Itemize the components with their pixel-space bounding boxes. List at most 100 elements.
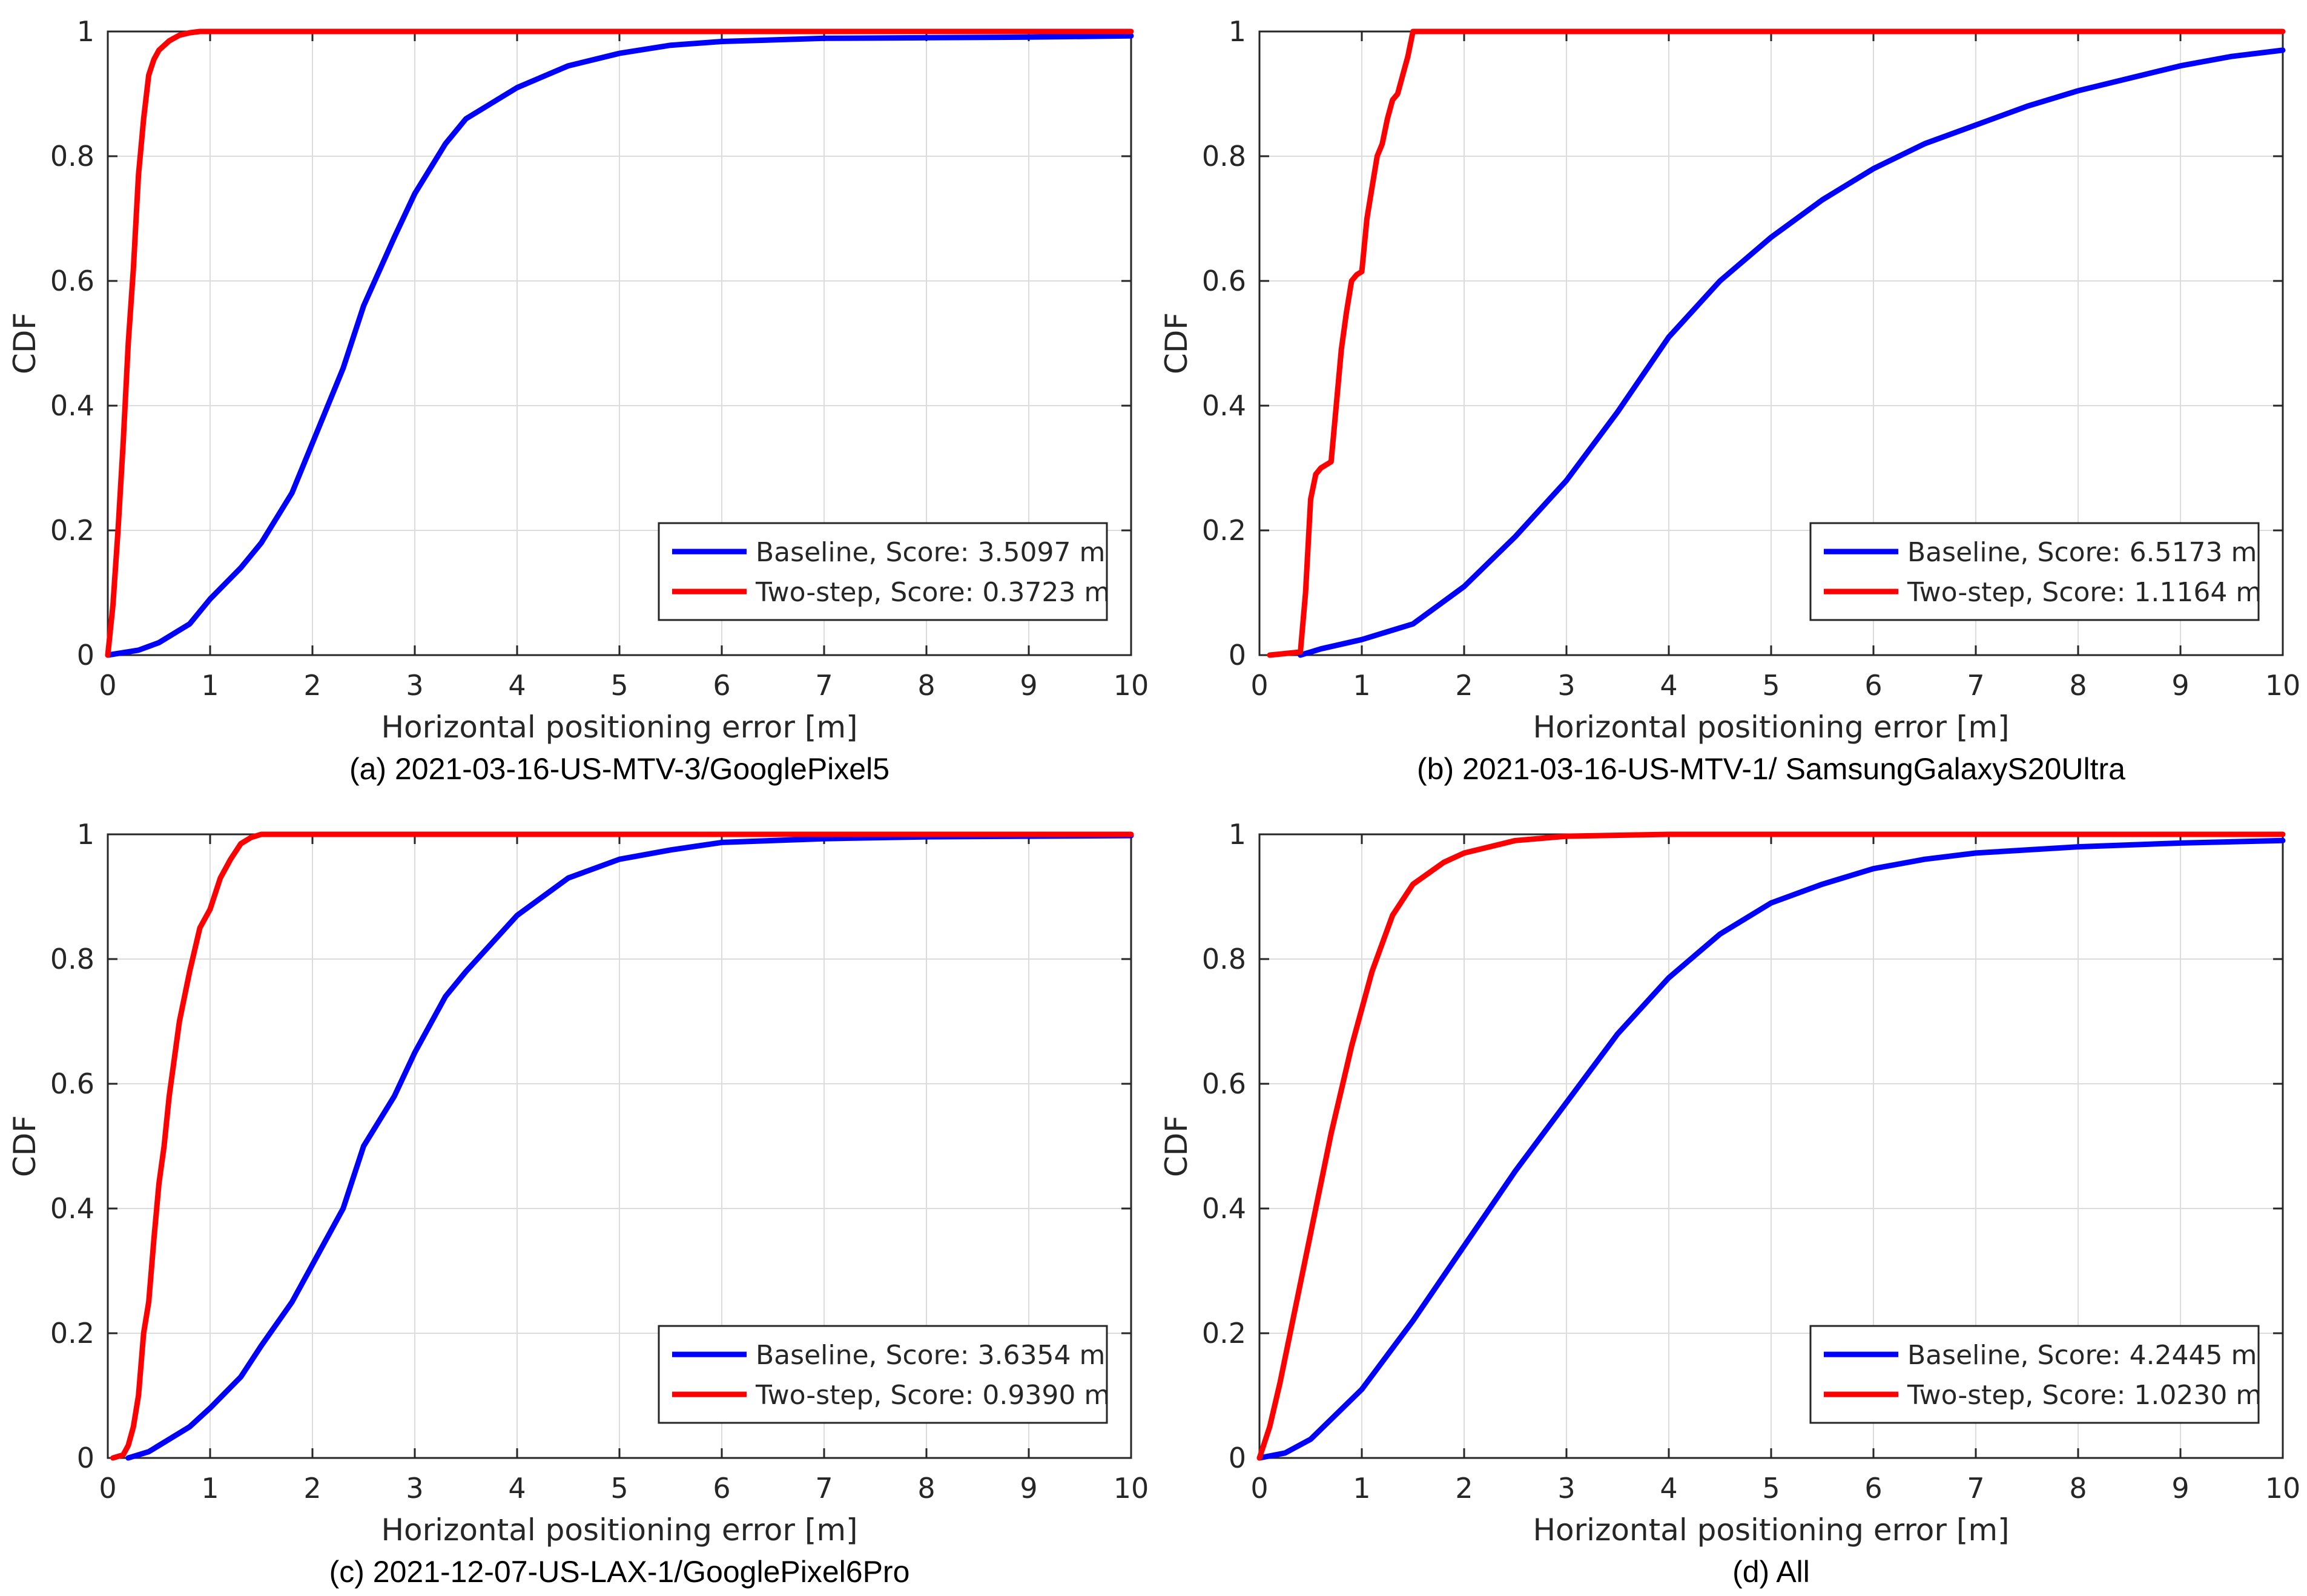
two-step-series-line (1256, 831, 2286, 1461)
x-tick-label: 3 (406, 669, 423, 702)
x-tick-label: 7 (1967, 1472, 1984, 1505)
series-lines (110, 831, 1134, 1461)
x-tick-label: 4 (1660, 669, 1677, 702)
panel-caption: (b) 2021-03-16-US-MTV-1/ SamsungGalaxyS2… (1417, 752, 2125, 786)
y-tick-label: 1 (1229, 15, 1246, 48)
x-tick-label: 2 (303, 669, 321, 702)
x-tick-label: 2 (303, 1472, 321, 1505)
y-tick-label: 0.6 (50, 265, 94, 297)
two-step-series-line (1267, 28, 2286, 658)
legend: Baseline, Score: 3.6354 m Two-step, Scor… (658, 1325, 1110, 1424)
two-step-series-line (105, 28, 1134, 658)
y-tick-label: 1 (1229, 818, 1246, 851)
y-tick-label: 0 (77, 1442, 94, 1474)
chart-panel-a: 0 1 2 3 4 5 6 7 8 9 10 0 0.2 0.4 0.6 0.8 1 Horizontal po… (7, 15, 1149, 786)
y-tick-label: 0.8 (50, 943, 94, 975)
legend: Baseline, Score: 4.2445 m Two-step, Scor… (1809, 1325, 2262, 1424)
chart-panel-b: 0 1 2 3 4 5 6 7 8 9 10 0 0.2 0.4 0.6 0.8 1 Horizontal po… (1159, 15, 2300, 786)
x-tick-label: 2 (1455, 1472, 1473, 1505)
y-axis-label: CDF (1159, 1115, 1194, 1177)
x-tick-label: 5 (610, 1472, 628, 1505)
y-tick-label: 1 (77, 15, 94, 48)
y-tick-label: 0.4 (50, 389, 94, 422)
ticks: 0 1 2 3 4 5 6 7 8 9 10 0 0.2 0.4 0.6 0.8 1 (50, 15, 1149, 702)
x-tick-label: 0 (99, 669, 116, 702)
x-tick-label: 0 (99, 1472, 116, 1505)
x-tick-label: 10 (2265, 1472, 2301, 1505)
y-tick-label: 1 (77, 818, 94, 851)
legend-box (1809, 522, 2260, 621)
y-tick-label: 0.8 (1202, 140, 1246, 173)
legend: Baseline, Score: 3.5097 m Two-step, Scor… (658, 522, 1110, 621)
x-tick-label: 5 (1762, 1472, 1780, 1505)
y-tick-label: 0.2 (1202, 514, 1246, 547)
chart-panel-c: 0 1 2 3 4 5 6 7 8 9 10 0 0.2 0.4 0.6 0.8 1 Horizontal po… (7, 818, 1149, 1589)
legend-box (1809, 1325, 2260, 1424)
x-axis-label: Horizontal positioning error [m] (381, 1512, 857, 1548)
x-tick-label: 6 (713, 669, 730, 702)
x-tick-label: 7 (1967, 669, 1984, 702)
y-tick-label: 0 (1229, 1442, 1246, 1474)
x-tick-label: 1 (1353, 1472, 1370, 1505)
y-tick-label: 0.6 (50, 1067, 94, 1100)
x-tick-label: 6 (1864, 669, 1882, 702)
x-tick-label: 8 (2069, 1472, 2087, 1505)
x-tick-label: 4 (508, 1472, 526, 1505)
x-tick-label: 10 (1114, 1472, 1149, 1505)
legend-two-step-label: Two-step, Score: 0.9390 m (755, 1380, 1110, 1411)
x-tick-label: 8 (917, 669, 935, 702)
series-lines (1267, 28, 2286, 658)
x-tick-label: 10 (1114, 669, 1149, 702)
x-tick-label: 4 (1660, 1472, 1677, 1505)
legend-baseline-label: Baseline, Score: 4.2445 m (1907, 1340, 2257, 1371)
x-axis-label: Horizontal positioning error [m] (381, 710, 857, 745)
x-tick-label: 5 (1762, 669, 1780, 702)
x-tick-label: 3 (1557, 1472, 1575, 1505)
legend-box (658, 522, 1108, 621)
y-tick-label: 0.2 (50, 1317, 94, 1350)
y-tick-label: 0.8 (1202, 943, 1246, 975)
x-tick-label: 9 (1020, 669, 1037, 702)
y-axis-label: CDF (7, 312, 42, 374)
legend-baseline-label: Baseline, Score: 6.5173 m (1907, 537, 2257, 568)
chart-panel-d: 0 1 2 3 4 5 6 7 8 9 10 0 0.2 0.4 0.6 0.8 1 Horizontal po… (1159, 818, 2300, 1589)
legend-baseline-label: Baseline, Score: 3.6354 m (756, 1340, 1105, 1371)
x-tick-label: 6 (713, 1472, 730, 1505)
x-tick-label: 7 (815, 669, 833, 702)
y-tick-label: 0 (1229, 639, 1246, 671)
x-tick-label: 1 (201, 1472, 219, 1505)
x-tick-label: 7 (815, 1472, 833, 1505)
x-axis-label: Horizontal positioning error [m] (1533, 710, 2009, 745)
y-tick-label: 0.6 (1202, 265, 1246, 297)
x-tick-label: 3 (406, 1472, 423, 1505)
y-tick-label: 0.4 (1202, 389, 1246, 422)
ticks: 0 1 2 3 4 5 6 7 8 9 10 0 0.2 0.4 0.6 0.8 1 (50, 818, 1149, 1505)
x-tick-label: 8 (917, 1472, 935, 1505)
y-tick-label: 0.8 (50, 140, 94, 173)
y-tick-label: 0.4 (1202, 1192, 1246, 1225)
x-tick-label: 1 (201, 669, 219, 702)
x-tick-label: 9 (1020, 1472, 1037, 1505)
legend-two-step-label: Two-step, Score: 1.1164 m (1907, 577, 2262, 608)
x-tick-label: 9 (2171, 1472, 2189, 1505)
x-tick-label: 6 (1864, 1472, 1882, 1505)
y-tick-label: 0.6 (1202, 1067, 1246, 1100)
x-tick-label: 2 (1455, 669, 1473, 702)
panel-caption: (c) 2021-12-07-US-LAX-1/GooglePixel6Pro (329, 1555, 910, 1589)
x-tick-label: 5 (610, 669, 628, 702)
y-tick-label: 0.4 (50, 1192, 94, 1225)
y-axis-label: CDF (1159, 312, 1194, 374)
series-lines (1256, 831, 2286, 1461)
legend-two-step-label: Two-step, Score: 0.3723 m (755, 577, 1110, 608)
two-step-series-line (110, 831, 1134, 1461)
x-axis-label: Horizontal positioning error [m] (1533, 1512, 2009, 1548)
legend-baseline-label: Baseline, Score: 3.5097 m (756, 537, 1105, 568)
series-lines (105, 28, 1134, 658)
baseline-series-line (1298, 47, 2286, 658)
x-tick-label: 8 (2069, 669, 2087, 702)
ticks: 0 1 2 3 4 5 6 7 8 9 10 0 0.2 0.4 0.6 0.8 1 (1202, 15, 2300, 702)
x-tick-label: 10 (2265, 669, 2301, 702)
x-tick-label: 9 (2171, 669, 2189, 702)
x-tick-label: 0 (1250, 669, 1268, 702)
